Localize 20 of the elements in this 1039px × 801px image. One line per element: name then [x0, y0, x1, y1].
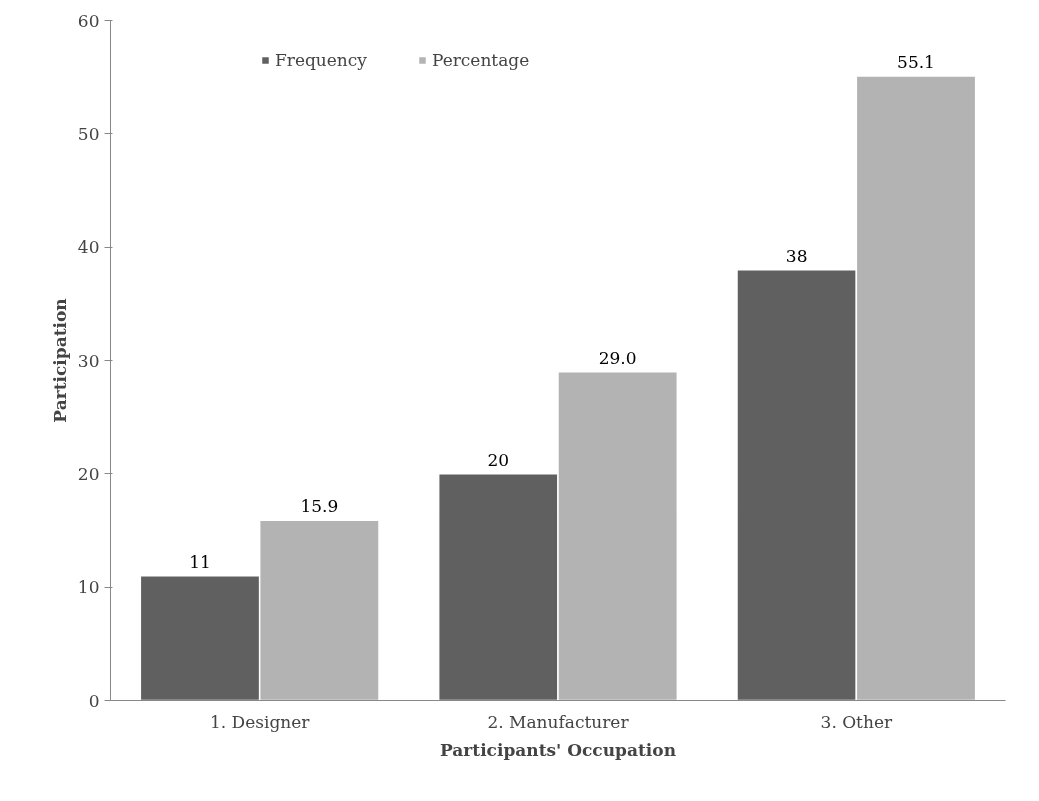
data-label: 20 — [487, 449, 510, 470]
y-tick-label: 20 — [77, 463, 100, 484]
data-label: 11 — [189, 551, 211, 572]
y-tick-label: 60 — [77, 10, 100, 31]
data-label: 55.1 — [897, 52, 935, 73]
x-tick-label: 1. Designer — [209, 711, 311, 732]
data-label: 15.9 — [300, 496, 339, 517]
y-tick-label: 30 — [77, 350, 100, 371]
y-tick-label: 0 — [88, 690, 100, 711]
legend-label: Frequency — [275, 50, 367, 70]
x-tick-label: 2. Manufacturer — [487, 711, 630, 732]
y-tick-label: 50 — [77, 123, 100, 144]
data-label: 29.0 — [598, 347, 637, 368]
y-tick-label: 10 — [77, 577, 100, 598]
x-axis-title: Participants' Occupation — [440, 739, 677, 760]
legend-label: Percentage — [431, 50, 530, 70]
y-tick-label: 40 — [77, 237, 100, 258]
x-tick-label: 3. Other — [820, 711, 893, 732]
data-label: 38 — [785, 245, 808, 266]
y-axis-title: Participation — [49, 298, 70, 423]
